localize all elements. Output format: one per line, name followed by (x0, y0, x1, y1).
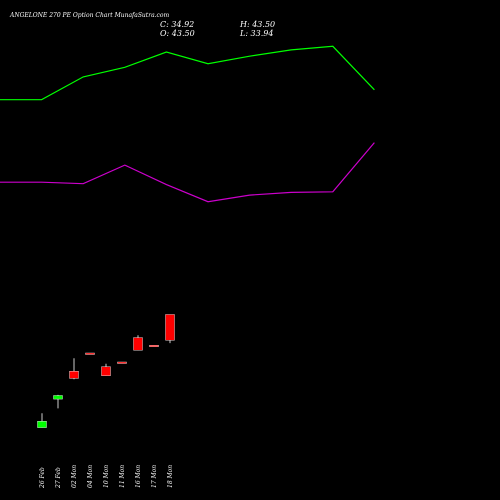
x-tick-label: 27 Feb (55, 467, 62, 489)
candle (69, 358, 79, 380)
candle (85, 352, 95, 355)
x-axis-ticks: 26 Feb 27 Feb 02 Mon 04 Mon 10 Mon 11 Mon 16 M… (39, 465, 174, 489)
candle-body (85, 352, 95, 355)
high-readout: H: 43.50 (240, 20, 276, 29)
candle (117, 361, 127, 364)
open-readout: O: 43.50 (160, 29, 195, 38)
x-tick-label: 16 Mon (135, 465, 142, 488)
x-tick-label: 02 Mon (71, 465, 78, 488)
x-tick-label: 17 Mon (151, 465, 158, 488)
band-line-2 (0, 142, 375, 203)
candle-body (53, 395, 63, 400)
chart-title: ANGELONE 270 PE Option Chart MunafaSutra… (10, 12, 170, 19)
x-tick-label: 10 Mon (103, 465, 110, 488)
candle (149, 345, 159, 347)
x-tick-label: 26 Feb (39, 467, 46, 489)
candle-body (133, 337, 143, 351)
candle-body (117, 361, 127, 364)
candles (37, 314, 175, 428)
band-line-1 (0, 45, 375, 101)
candle-body (101, 366, 111, 376)
x-tick-label: 11 Mon (119, 465, 126, 488)
x-tick-label: 18 Mon (167, 465, 174, 488)
x-tick-label: 04 Mon (87, 465, 94, 488)
candle-body (69, 371, 79, 379)
candle (101, 363, 111, 376)
candle-body (37, 421, 47, 428)
candle (133, 335, 143, 351)
candle (165, 314, 175, 344)
close-readout: C: 34.92 (160, 20, 195, 29)
low-readout: L: 33.94 (240, 29, 274, 38)
band-lines (0, 45, 375, 203)
candle-body (149, 345, 159, 347)
candle (53, 394, 63, 409)
candle (37, 413, 47, 428)
candle-body (165, 314, 175, 341)
